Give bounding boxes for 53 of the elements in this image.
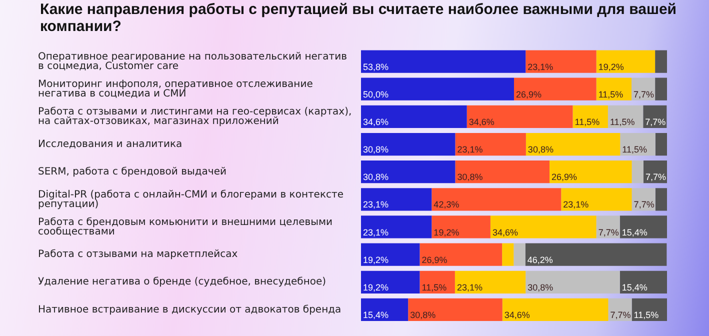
data-label: 30,8% [528,282,554,292]
data-label: 15,4% [622,282,648,292]
data-label: 34,6% [363,116,389,127]
y-tick-label: Работа с отзывами и листингами на гео-сервисах (картах), на сайтах-отзовиках, магазинах приложений [38,106,352,128]
data-label: 30,8% [457,172,483,182]
y-tick-label: Нативное встраивание в дискуссии от адвокатов бренда [38,304,342,316]
y-tick-label: Digital-PR (работа с онлайн-СМИ и блогерами в контексте репутации) [38,189,344,210]
data-label: 7,7% [645,172,666,182]
data-label: 30,8% [363,172,389,182]
y-tick-label: Оперативное реагирование на пользовательский негатив в соцмедиа, Customer care [38,51,348,72]
y-tick-label: Работа с отзывами на маркетплейсах [38,249,238,260]
data-label: 23,1% [457,144,483,155]
data-label: 23,1% [528,62,554,72]
chart-title: Какие направления работы с репутацией вы считаете наиболее важными для вашей компании? [40,1,678,35]
data-label: 7,7% [598,227,619,238]
y-tick-label: Мониторинг инфополя, оперативное отслеживание негатива в соцмедиа и СМИ [38,78,313,100]
data-label: 23,1% [563,200,589,210]
data-label: 34,6% [468,116,494,127]
data-label: 15,4% [363,310,389,320]
y-tick-label: SERM, работа с брендовой выдачей [38,166,226,178]
data-label: 53,8% [363,62,389,72]
data-label: 26,9% [422,254,448,265]
data-label: 19,2% [434,227,460,238]
y-tick-label: Работа с брендовым комьюнити и внешними целевыми сообществами [38,216,333,238]
data-label: 30,8% [363,144,389,155]
data-label: 34,6% [504,310,530,320]
data-label: 19,2% [363,282,389,292]
data-label: 11,5% [574,116,600,127]
data-label: 26,9% [516,89,542,100]
data-label: 11,5% [610,116,635,127]
data-label: 23,1% [363,227,389,238]
data-label: 11,5% [634,310,659,320]
data-label: 30,8% [528,144,554,155]
data-label: 11,5% [598,89,624,100]
data-label: 50,0% [363,89,389,100]
data-label: 15,4% [622,227,648,238]
data-label: 7,7% [645,116,666,127]
data-label: 19,2% [598,62,624,72]
data-label: 7,7% [634,89,654,100]
data-label: 23,1% [363,200,389,210]
data-label: 46,2% [527,254,553,265]
data-label: 23,1% [456,282,482,292]
y-tick-label: Исследования и аналитика [38,138,182,150]
data-label: 19,2% [363,254,389,265]
data-label: 11,5% [422,282,447,292]
data-label: 11,5% [622,144,648,155]
data-label: 30,8% [410,310,436,320]
data-label: 7,7% [634,200,654,210]
data-label: 34,6% [492,227,518,238]
data-label: 26,9% [551,172,578,182]
data-label: 7,7% [610,310,631,320]
data-label: 42,3% [434,200,460,210]
y-tick-label: Удаление негатива о бренде (судебное, внесудебное) [38,276,326,288]
